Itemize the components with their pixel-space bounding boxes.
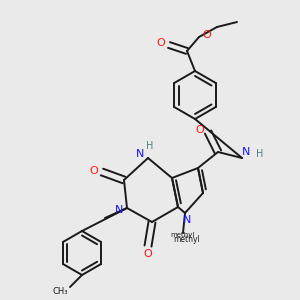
Text: H: H: [146, 141, 154, 151]
Text: N: N: [115, 205, 123, 215]
Text: methyl: methyl: [174, 236, 200, 244]
Text: H: H: [256, 149, 264, 159]
Text: O: O: [90, 166, 98, 176]
Text: O: O: [202, 30, 211, 40]
Text: N: N: [136, 149, 144, 159]
Text: O: O: [157, 38, 165, 48]
Text: methyl: methyl: [171, 232, 195, 238]
Text: CH₃: CH₃: [52, 287, 68, 296]
Text: N: N: [242, 147, 250, 157]
Text: O: O: [144, 249, 152, 259]
Text: N: N: [183, 215, 191, 225]
Text: O: O: [196, 125, 204, 135]
